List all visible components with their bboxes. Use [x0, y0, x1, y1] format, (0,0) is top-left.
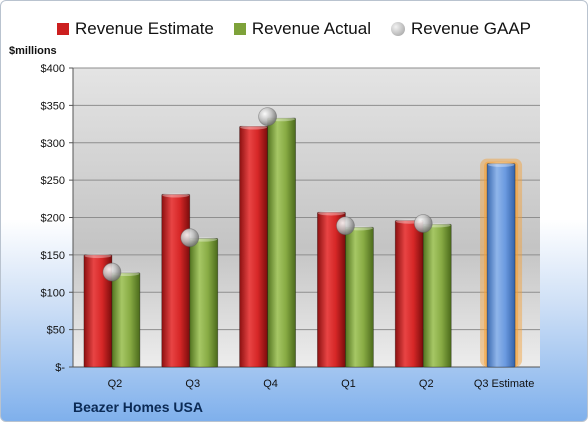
bar-actual: [189, 238, 219, 368]
y-tick-label: $100: [41, 287, 65, 299]
y-tick-label: $150: [41, 250, 65, 262]
y-tick-label: $300: [41, 138, 65, 150]
bar-estimate: [239, 125, 268, 368]
legend-marker-gaap: [390, 22, 405, 36]
unit-label: $millions: [9, 45, 57, 57]
gaap-marker: [336, 216, 355, 236]
bar-estimate: [394, 220, 424, 368]
bar-estimate: [317, 211, 346, 368]
legend-swatch-estimate: [56, 23, 69, 35]
bar-estimate-cap: [84, 253, 112, 259]
legend-swatch-actual: [233, 23, 246, 35]
legend-item-estimate: Revenue Estimate: [56, 19, 214, 39]
legend-label-actual: Revenue Actual: [251, 19, 371, 38]
legend: Revenue Estimate Revenue Actual Revenue …: [1, 17, 587, 41]
bar-estimate-cap: [240, 125, 268, 130]
bar-actual: [111, 272, 141, 368]
bar-next-estimate: [486, 163, 516, 368]
legend-item-actual: Revenue Actual: [233, 19, 371, 39]
gaap-marker: [258, 107, 277, 126]
y-tick-label: $50: [47, 325, 65, 337]
x-tick-label: Q4: [263, 378, 278, 390]
bar-estimate: [161, 193, 191, 368]
x-tick-label: Q1: [341, 378, 356, 390]
bar-actual: [267, 117, 296, 368]
y-tick-label: $250: [41, 175, 65, 187]
y-tick-label: $-: [55, 362, 65, 374]
y-tick-label: $200: [41, 213, 65, 225]
legend-item-gaap: Revenue GAAP: [390, 19, 531, 39]
gaap-marker: [413, 214, 433, 233]
x-tick-label: Q3: [185, 378, 200, 390]
legend-label-estimate: Revenue Estimate: [74, 19, 214, 38]
bar-estimate-cap: [162, 193, 190, 198]
legend-label-gaap: Revenue GAAP: [410, 19, 531, 38]
bar-estimate-cap: [317, 211, 345, 216]
gaap-marker: [102, 262, 122, 282]
company-name: Beazer Homes USA: [73, 399, 203, 415]
bar-next-estimate-cap: [487, 162, 515, 167]
bar-actual: [345, 226, 374, 368]
y-tick-label: $350: [41, 100, 65, 112]
y-tick-label: $400: [41, 63, 65, 75]
bar-actual: [422, 223, 452, 368]
x-tick-label: Q2: [108, 378, 123, 390]
x-tick-label: Q2: [419, 378, 434, 390]
x-tick-label: Q3 Estimate: [474, 378, 535, 390]
gaap-marker: [180, 228, 200, 248]
